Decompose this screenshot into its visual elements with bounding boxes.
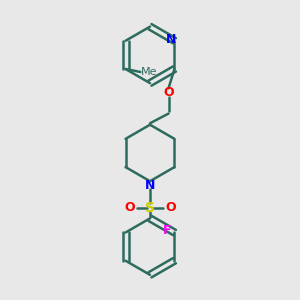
Text: S: S [145, 201, 155, 215]
Text: O: O [163, 86, 174, 99]
Text: N: N [166, 33, 177, 46]
Text: N: N [145, 179, 155, 192]
Text: F: F [163, 224, 171, 238]
Text: O: O [124, 202, 134, 214]
Text: O: O [166, 202, 176, 214]
Text: Me: Me [141, 67, 158, 77]
